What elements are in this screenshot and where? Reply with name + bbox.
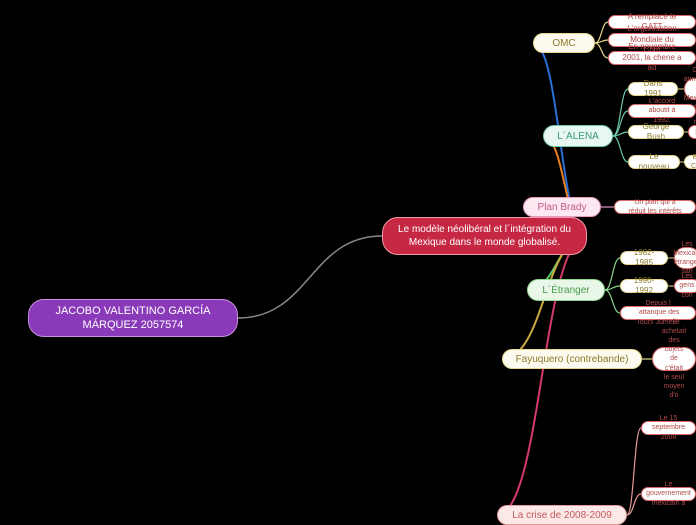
leaf-node-1-3-label: Le nouveau [639, 152, 670, 173]
leaf-node-3-1-label: 1990-1992 [633, 276, 655, 297]
leaf-node-1-2-label: George Bush [641, 122, 671, 143]
leaf-node-3-0[interactable]: 1982-1985 [620, 251, 668, 265]
branch-node-4-label: Fayuquero (contrebande) [516, 353, 629, 366]
leaf2-node-1-3[interactable]: Bill Clin [684, 155, 696, 169]
leaf-node-4-0[interactable]: Il achetait des objets de c'était le seu… [652, 347, 696, 371]
branch-node-0[interactable]: OMC [533, 33, 595, 53]
branch-node-1-label: L´ALENA [557, 130, 599, 143]
branch-node-0-label: OMC [552, 37, 575, 50]
leaf-node-5-1-label: Le gouvernement mexicain a [646, 480, 691, 507]
leaf2-node-3-0-label: Les Mexicain étranger san [673, 240, 696, 276]
leaf2-node-1-3-label: Bill Clin [691, 153, 696, 171]
leaf-node-2-0[interactable]: Un plan qui a réduit les intérêts [614, 200, 696, 214]
leaf-node-5-0[interactable]: Le 15 septembre 2008 [641, 421, 696, 435]
leaf-node-3-0-label: 1982-1985 [633, 248, 655, 269]
leaf-node-4-0-label: Il achetait des objets de c'était le seu… [662, 318, 687, 400]
branch-node-3[interactable]: L´Étranger [527, 279, 605, 301]
root-node[interactable]: Le modèle néolibéral et l´intégration du… [382, 217, 587, 255]
leaf-node-1-0-label: Dans 1991 [641, 79, 665, 100]
leaf2-node-1-0[interactable]: On annoçait l Mexique et le [684, 78, 696, 100]
root-node-label: Le modèle néolibéral et l´intégration du… [395, 223, 574, 249]
author-node-label: JACOBO VALENTINO GARCÍA MÁRQUEZ 2057574 [41, 304, 225, 333]
branch-node-1[interactable]: L´ALENA [543, 125, 613, 147]
leaf-node-2-0-label: Un plan qui a réduit les intérêts [627, 198, 683, 216]
leaf-node-5-0-label: Le 15 septembre 2008 [652, 414, 685, 441]
branch-node-5[interactable]: La crise de 2008-2009 [497, 505, 627, 525]
branch-node-4[interactable]: Fayuquero (contrebande) [502, 349, 642, 369]
leaf-node-1-1[interactable]: L'accord aboutit à 1992. [628, 104, 696, 118]
author-node[interactable]: JACOBO VALENTINO GARCÍA MÁRQUEZ 2057574 [28, 299, 238, 337]
leaf-node-0-2-label: En novembre 2001, la chene a ad [621, 42, 683, 73]
leaf-node-1-0[interactable]: Dans 1991 [628, 82, 678, 96]
branch-node-2[interactable]: Plan Brady [523, 197, 601, 217]
branch-node-2-label: Plan Brady [538, 201, 587, 214]
leaf-node-1-1-label: L'accord aboutit à 1992. [641, 97, 683, 124]
branch-node-3-label: L´Étranger [542, 284, 589, 297]
leaf-node-1-3[interactable]: Le nouveau [628, 155, 680, 169]
leaf-node-0-2[interactable]: En novembre 2001, la chene a ad [608, 51, 696, 65]
leaf-node-5-1[interactable]: Le gouvernement mexicain a [641, 487, 696, 501]
leaf2-node-3-0[interactable]: Les Mexicain étranger san [674, 247, 696, 269]
leaf2-node-3-1-label: Les gens con [679, 272, 694, 299]
leaf2-node-1-2[interactable]: n'est pas d [688, 125, 696, 139]
connector-layer [0, 0, 696, 520]
leaf-node-3-1[interactable]: 1990-1992 [620, 279, 668, 293]
leaf-node-1-2[interactable]: George Bush [628, 125, 684, 139]
leaf2-node-3-1[interactable]: Les gens con [674, 279, 696, 293]
